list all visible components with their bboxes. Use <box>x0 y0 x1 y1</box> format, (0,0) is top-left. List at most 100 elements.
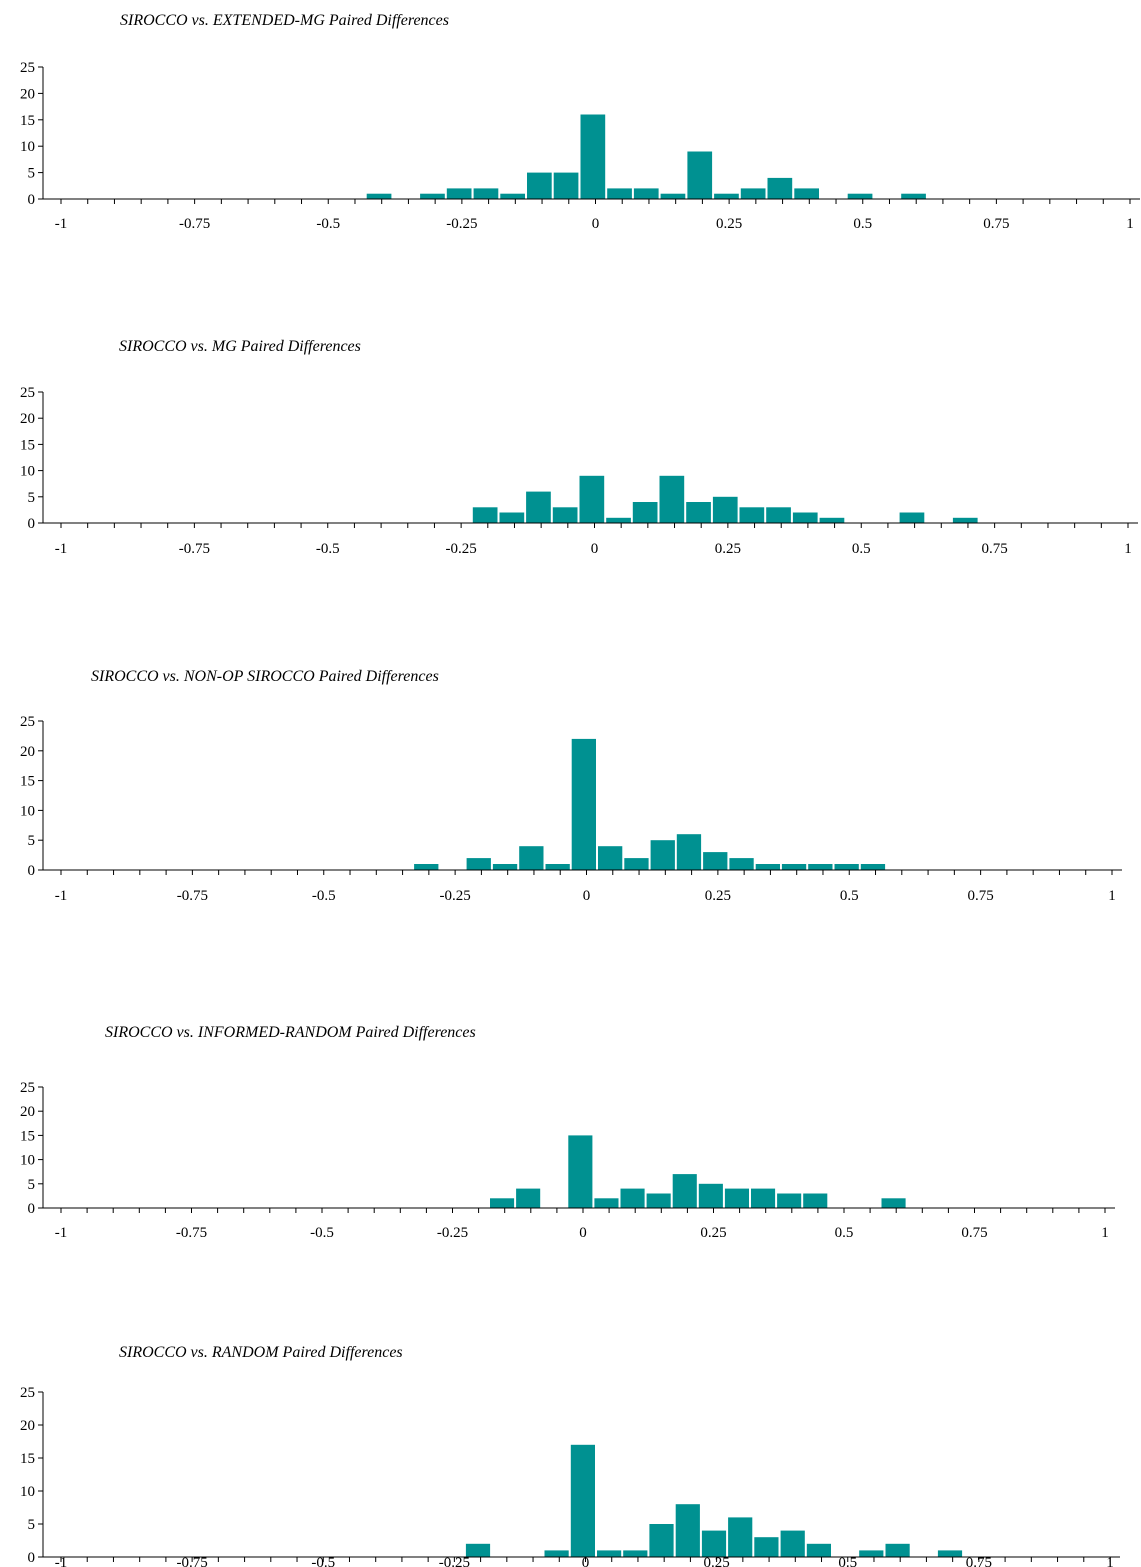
histogram-bar <box>701 1530 727 1557</box>
histogram-bar <box>739 507 765 523</box>
histogram-bar <box>607 188 632 199</box>
histogram-bar <box>729 858 754 870</box>
x-tick-label: -0.75 <box>179 541 210 557</box>
y-tick-label: 20 <box>20 86 35 102</box>
histogram-bar <box>659 475 685 523</box>
x-tick-label: -1 <box>55 888 68 904</box>
histogram-bar <box>633 188 659 199</box>
histogram-bar <box>446 188 472 199</box>
histogram-bar <box>499 512 525 523</box>
histogram-bar <box>500 193 525 199</box>
histogram-bar <box>568 1135 593 1208</box>
x-tick-label: -0.5 <box>316 541 340 557</box>
x-tick-label: -1 <box>55 541 68 557</box>
histogram-bar <box>703 852 728 870</box>
histogram-bar <box>660 193 686 199</box>
histogram-bar <box>901 193 926 199</box>
chart-title: SIROCCO vs. NON-OP SIROCCO Paired Differ… <box>91 668 439 685</box>
histogram-panel-1: SIROCCO vs. EXTENDED-MG Paired Differenc… <box>0 0 1141 260</box>
y-tick-label: 25 <box>20 385 35 401</box>
histogram-bar <box>881 1198 906 1208</box>
y-tick-label: 0 <box>28 1550 36 1566</box>
y-tick-label: 0 <box>28 516 36 532</box>
histogram-bar <box>414 864 439 870</box>
histogram-bar <box>597 1550 622 1557</box>
y-tick-label: 0 <box>28 192 36 208</box>
histogram-bar <box>740 188 766 199</box>
histogram-bar <box>728 1517 753 1557</box>
x-tick-label: -0.5 <box>310 1225 334 1241</box>
histogram-panel-3: SIROCCO vs. NON-OP SIROCCO Paired Differ… <box>20 668 1122 904</box>
histogram-chart: 0 5 10 15 20 25 -1 -0.75 -0.5 -0.25 0 0.25 0.5 0.75 1 <box>20 60 1140 232</box>
histogram-bar <box>579 475 605 523</box>
histogram-bar <box>714 193 739 199</box>
histogram-bar <box>527 172 552 199</box>
histogram-bar <box>650 840 675 870</box>
x-tick-label: -0.5 <box>311 1555 335 1567</box>
histogram-bar <box>516 1188 541 1208</box>
y-tick-label: 25 <box>20 714 35 730</box>
histogram-bar <box>544 1550 569 1557</box>
histogram-chart: 0 5 10 15 20 25 -1 -0.75 -0.5 -0.25 0 0.25 0.5 0.75 1 <box>20 714 1122 904</box>
histogram-bar <box>808 864 833 870</box>
y-tick-label: 15 <box>20 1451 35 1467</box>
x-tick-label: 0.75 <box>983 216 1009 232</box>
histogram-bar <box>675 1504 700 1557</box>
histogram-bar <box>777 1193 802 1208</box>
histogram-bar <box>606 517 631 523</box>
x-tick-label: 0.75 <box>961 1225 987 1241</box>
histogram-bar <box>794 188 819 199</box>
histogram-bar <box>724 1188 749 1208</box>
histogram-bar <box>819 517 845 523</box>
histogram-panel-2: SIROCCO vs. MG Paired Differences 0 5 10 15… <box>0 0 1141 560</box>
x-tick-label: 1 <box>1124 541 1132 557</box>
histogram-bar <box>859 1550 884 1557</box>
histogram-bar <box>834 864 859 870</box>
histogram-bar <box>420 193 445 199</box>
histogram-bar <box>792 512 818 523</box>
x-tick-label: -0.25 <box>440 888 471 904</box>
histogram-bar <box>472 507 498 523</box>
y-tick-label: 10 <box>20 464 35 480</box>
histogram-bar <box>780 1530 805 1557</box>
histogram-bar <box>598 846 623 870</box>
histogram-bar <box>553 172 579 199</box>
x-tick-label: -0.5 <box>312 888 336 904</box>
y-tick-label: 5 <box>28 1177 36 1193</box>
histogram-bar <box>766 507 791 523</box>
histogram-bar <box>937 1550 963 1557</box>
x-tick-label: 0.25 <box>715 541 741 557</box>
histogram-bar <box>624 858 649 870</box>
x-tick-label: -0.25 <box>446 216 477 232</box>
x-tick-label: -0.75 <box>179 216 210 232</box>
x-tick-label: 0.75 <box>982 541 1008 557</box>
x-tick-label: 0.5 <box>853 216 872 232</box>
x-tick-label: 1 <box>1126 216 1134 232</box>
x-tick-label: -1 <box>55 1555 68 1567</box>
y-tick-label: 15 <box>20 113 35 129</box>
chart-title: SIROCCO vs. RANDOM Paired Differences <box>119 1344 403 1361</box>
histogram-bar <box>571 738 596 870</box>
histogram-bar <box>781 864 807 870</box>
y-tick-label: 10 <box>20 1484 35 1500</box>
x-tick-label: 0 <box>583 888 591 904</box>
histogram-bar <box>712 496 738 523</box>
histogram-bar <box>676 834 702 870</box>
histogram-bar <box>649 1524 674 1557</box>
x-tick-label: 1 <box>1101 1225 1109 1241</box>
x-tick-label: -0.5 <box>316 216 340 232</box>
x-tick-label: 1 <box>1108 888 1116 904</box>
histogram-bar <box>552 507 578 523</box>
histogram-chart: 0 5 10 15 20 25 -1 -0.75 -0.5 -0.25 0 0.25 0.5 0.75 1 <box>20 385 1138 557</box>
y-tick-label: 5 <box>28 166 36 182</box>
histogram-bar <box>899 512 925 523</box>
y-tick-label: 15 <box>20 774 35 790</box>
x-tick-label: -0.25 <box>437 1225 468 1241</box>
y-tick-label: 20 <box>20 1418 35 1434</box>
x-tick-label: -0.25 <box>439 1555 470 1567</box>
x-tick-label: 0.5 <box>840 888 859 904</box>
histogram-bar <box>465 1543 491 1557</box>
histogram-bar <box>646 1193 671 1208</box>
histogram-bar <box>803 1193 828 1208</box>
y-tick-label: 5 <box>28 490 36 506</box>
